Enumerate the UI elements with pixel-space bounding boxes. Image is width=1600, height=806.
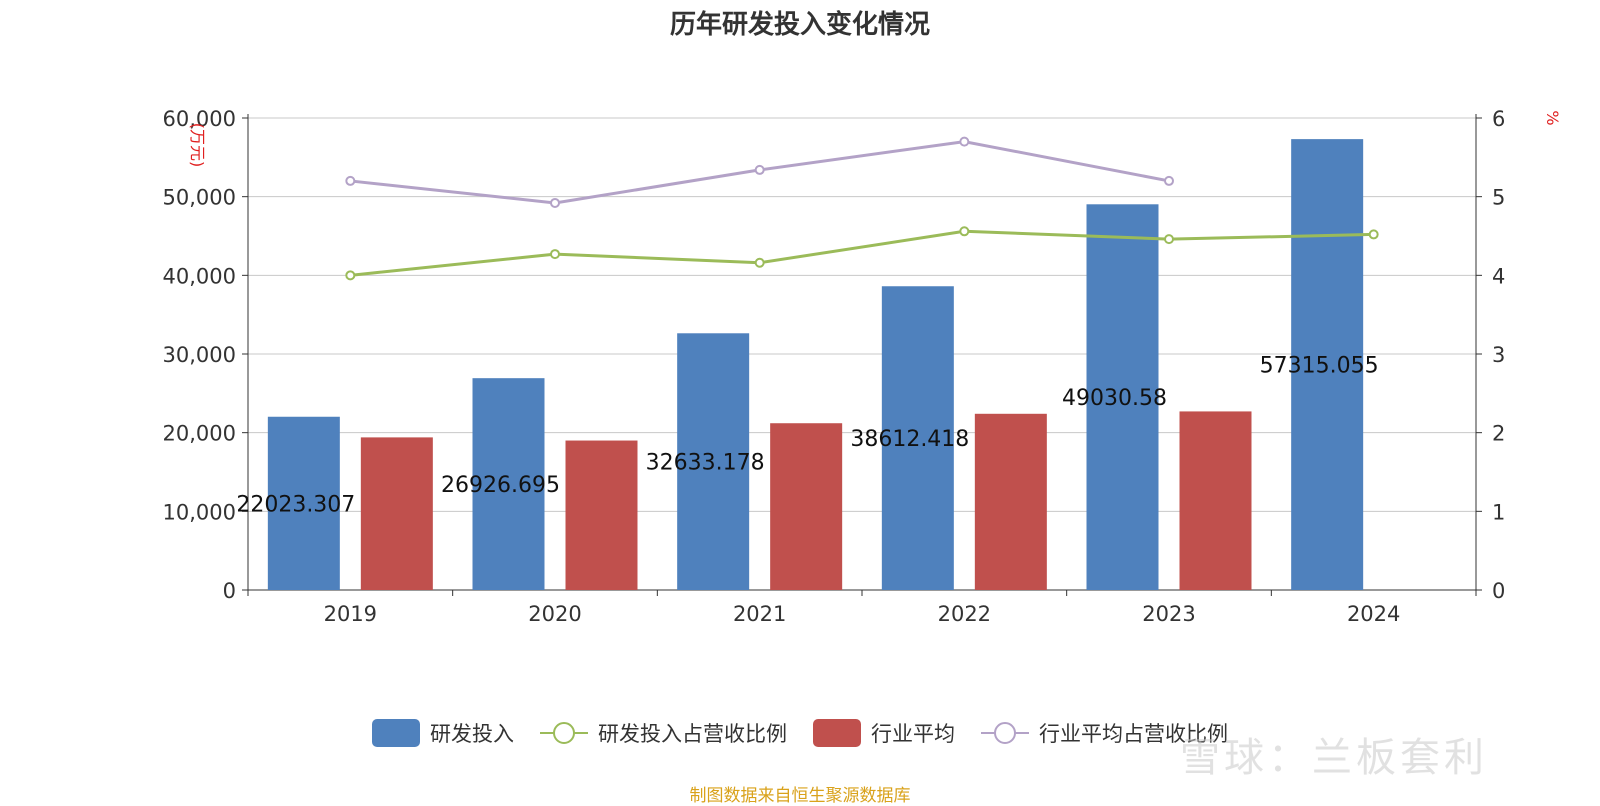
- x-tick-label: 2023: [1142, 602, 1195, 626]
- point-industry-ratio: [754, 164, 765, 175]
- bar-rd: [267, 416, 340, 590]
- y-left-tick-label: 40,000: [163, 264, 236, 288]
- legend-label-industry: 行业平均: [871, 722, 955, 746]
- legend-label-rd: 研发投入: [430, 722, 514, 746]
- bar-rd: [677, 333, 750, 590]
- x-tick-label: 2024: [1347, 602, 1400, 626]
- point-rd-ratio: [550, 249, 560, 260]
- y-right-tick-label: 2: [1492, 422, 1505, 446]
- y-left-tick-label: 10,000: [163, 500, 236, 524]
- bar-rd: [472, 378, 545, 590]
- legend-item-rd[interactable]: 研发投入: [372, 718, 514, 748]
- x-tick-label: 2019: [324, 602, 377, 626]
- y-left-tick-label: 0: [223, 579, 236, 603]
- data-label-rd: 38612.418: [850, 427, 969, 452]
- y-left-tick-label: 20,000: [163, 422, 236, 446]
- data-label-rd: 49030.58: [1062, 386, 1167, 411]
- legend-item-industry[interactable]: 行业平均: [813, 718, 955, 748]
- watermark: 雪球：兰板套利: [1180, 735, 1488, 781]
- x-tick-label: 2020: [528, 602, 581, 626]
- data-label-rd: 57315.055: [1260, 354, 1379, 379]
- bar-industry: [1179, 411, 1252, 590]
- point-industry-ratio: [345, 175, 356, 186]
- point-industry-ratio: [1164, 175, 1174, 186]
- legend-label-rd-ratio: 研发投入占营收比例: [598, 722, 787, 746]
- bar-industry: [974, 413, 1047, 590]
- y-left-tick-label: 50,000: [163, 186, 236, 210]
- y-left-tick-label: 60,000: [163, 107, 236, 131]
- y-right-tick-label: 5: [1492, 186, 1505, 210]
- point-rd-ratio: [1164, 234, 1174, 245]
- data-label-rd: 22023.307: [236, 492, 355, 517]
- point-rd-ratio: [754, 257, 765, 268]
- y-left-tick-label: 30,000: [163, 343, 236, 367]
- bar-industry: [770, 423, 843, 590]
- legend-swatch-industry: [813, 719, 861, 747]
- point-rd-ratio: [1368, 229, 1379, 240]
- y-right-tick-label: 6: [1492, 107, 1505, 131]
- legend-swatch-industry-ratio: [981, 719, 1029, 747]
- chart-title: 历年研发投入变化情况: [669, 10, 930, 40]
- bar-industry: [565, 440, 638, 590]
- legend-item-industry-ratio[interactable]: 行业平均占营收比例: [981, 718, 1228, 748]
- y-right-tick-label: 0: [1492, 579, 1505, 603]
- data-label-rd: 26926.695: [441, 473, 560, 498]
- point-industry-ratio: [550, 197, 560, 208]
- x-tick-label: 2022: [938, 602, 991, 626]
- y-right-tick-label: 3: [1492, 343, 1505, 367]
- point-rd-ratio: [959, 226, 970, 237]
- legend-item-rd-ratio[interactable]: 研发投入占营收比例: [540, 718, 787, 748]
- y-right-tick-label: 1: [1492, 500, 1505, 524]
- bar-industry: [360, 437, 433, 590]
- y-right-tick-label: 4: [1492, 264, 1505, 288]
- point-industry-ratio: [959, 136, 970, 147]
- legend: 研发投入 研发投入占营收比例 行业平均 行业平均占营收比例: [0, 718, 1600, 748]
- legend-label-industry-ratio: 行业平均占营收比例: [1039, 722, 1228, 746]
- point-rd-ratio: [345, 270, 356, 281]
- y-right-axis-label: %: [1543, 110, 1562, 125]
- data-label-rd: 32633.178: [646, 451, 765, 476]
- bar-rd: [881, 286, 954, 590]
- line-rd-ratio: [350, 229, 1374, 277]
- x-tick-label: 2021: [733, 602, 786, 626]
- y-left-axis-label: (万元): [188, 123, 207, 168]
- legend-swatch-rd: [372, 719, 420, 747]
- bar-rd: [1086, 204, 1159, 590]
- source-note: 制图数据来自恒生聚源数据库: [689, 786, 911, 806]
- bar-rd: [1291, 139, 1364, 590]
- legend-swatch-rd-ratio: [540, 719, 588, 747]
